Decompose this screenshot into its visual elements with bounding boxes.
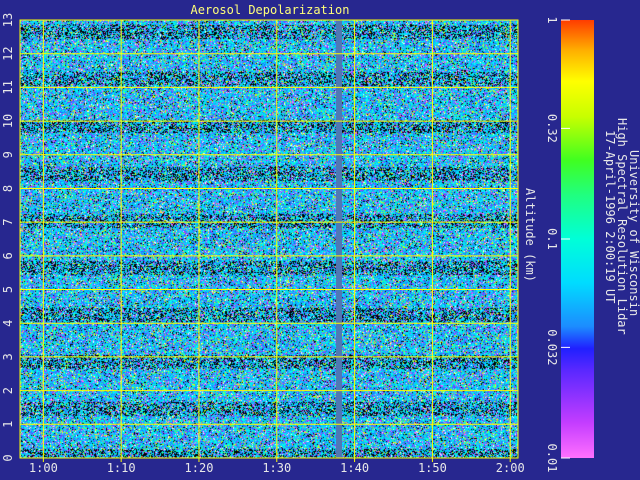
x-tick-label: 1:50 [418, 461, 447, 475]
y-tick-label: 1 [1, 421, 15, 428]
caption-date-time: 17-April-1996 2:00:19 UT [603, 130, 617, 303]
colorbar-tick-label: 0.32 [545, 114, 559, 143]
y-tick-label: 2 [1, 387, 15, 394]
x-tick-label: 1:40 [340, 461, 369, 475]
depolarization-image [20, 20, 518, 458]
y-tick-label: 3 [1, 353, 15, 360]
chart-title: Aerosol Depolarization [191, 3, 350, 17]
y-tick-label: 4 [1, 320, 15, 327]
x-tick-label: 1:30 [262, 461, 291, 475]
y-tick-label: 9 [1, 151, 15, 158]
y-tick-label: 5 [1, 286, 15, 293]
x-axis: 1:00 1:10 1:20 1:30 1:40 1:50 2:00 [29, 458, 525, 475]
x-tick-label: 1:10 [107, 461, 136, 475]
colorbar-ticks: 0.01 0.032 0.1 0.32 1 [545, 16, 570, 472]
colorbar-tick-label: 0.01 [545, 444, 559, 473]
y-tick-label: 11 [1, 80, 15, 94]
plot-area [20, 20, 518, 458]
y-tick-label: 6 [1, 252, 15, 259]
y-tick-label: 13 [1, 13, 15, 27]
data-gap-column [336, 20, 343, 458]
colorbar-tick-label: 1 [545, 16, 559, 23]
colorbar-tick-label: 0.032 [545, 329, 559, 365]
grid [20, 19, 518, 459]
caption-institution: University of Wisconsin [627, 150, 640, 316]
y-tick-label: 8 [1, 185, 15, 192]
x-tick-label: 2:00 [496, 461, 525, 475]
y-tick-label: 0 [1, 454, 15, 461]
colorbar-tick-label: 0.1 [545, 228, 559, 250]
y-tick-label: 12 [1, 46, 15, 60]
y-tick-label: 10 [1, 114, 15, 128]
y-axis-label: Altitude (km) [523, 188, 537, 282]
y-tick-label: 7 [1, 219, 15, 226]
caption-instrument: High Spectral Resolution Lidar [615, 118, 629, 335]
plot-frame [19, 19, 519, 459]
x-tick-label: 1:20 [185, 461, 214, 475]
x-tick-label: 1:00 [29, 461, 58, 475]
colorbar: 0.01 0.032 0.1 0.32 1 [545, 16, 594, 472]
